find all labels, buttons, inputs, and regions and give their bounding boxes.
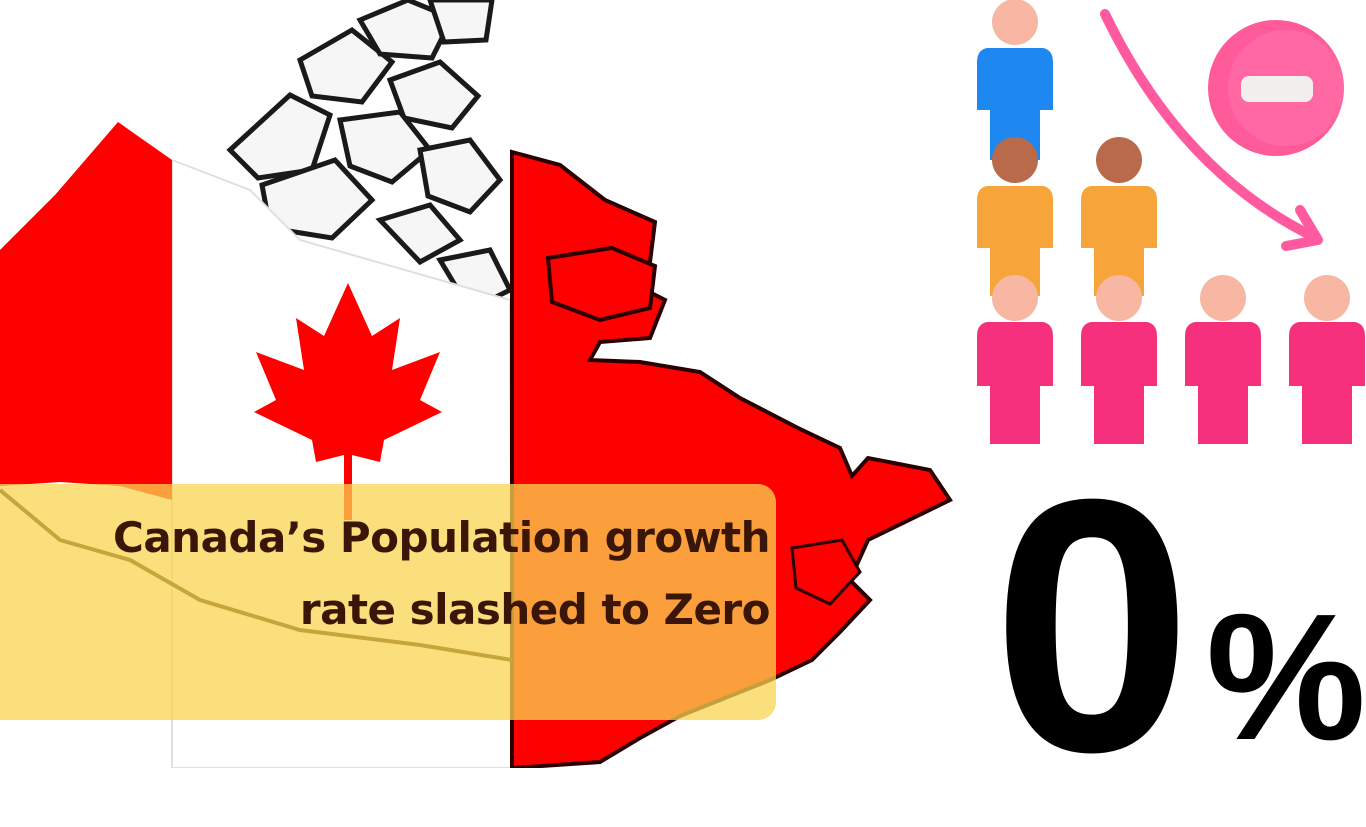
person-orange: [977, 137, 1053, 296]
headline-line-1: Canada’s Population growth: [113, 513, 771, 562]
arctic-islands: [226, 0, 514, 314]
maple-leaf-icon: [254, 283, 442, 520]
growth-rate-stat: 0 %: [992, 446, 1366, 806]
growth-rate-unit: %: [1206, 577, 1366, 778]
flag-red-island: [790, 538, 862, 606]
headline-banner: Canada’s Population growth rate slashed …: [0, 484, 776, 720]
person-pink: [1081, 275, 1157, 444]
person-pink: [977, 275, 1053, 444]
person-pink: [1185, 275, 1261, 444]
trend-down-arrow-icon: [1100, 9, 1323, 251]
growth-rate-value: 0: [992, 425, 1192, 827]
headline-line-2: rate slashed to Zero: [299, 585, 771, 634]
flag-red-island: [545, 245, 658, 323]
person-blue: [977, 0, 1053, 160]
flag-red-west: [0, 122, 172, 500]
person-orange: [1081, 137, 1157, 296]
minus-icon: [1208, 20, 1344, 156]
person-pink: [1289, 275, 1365, 444]
population-decline-icon: [960, 0, 1366, 460]
headline: Canada’s Population growth rate slashed …: [10, 502, 771, 646]
